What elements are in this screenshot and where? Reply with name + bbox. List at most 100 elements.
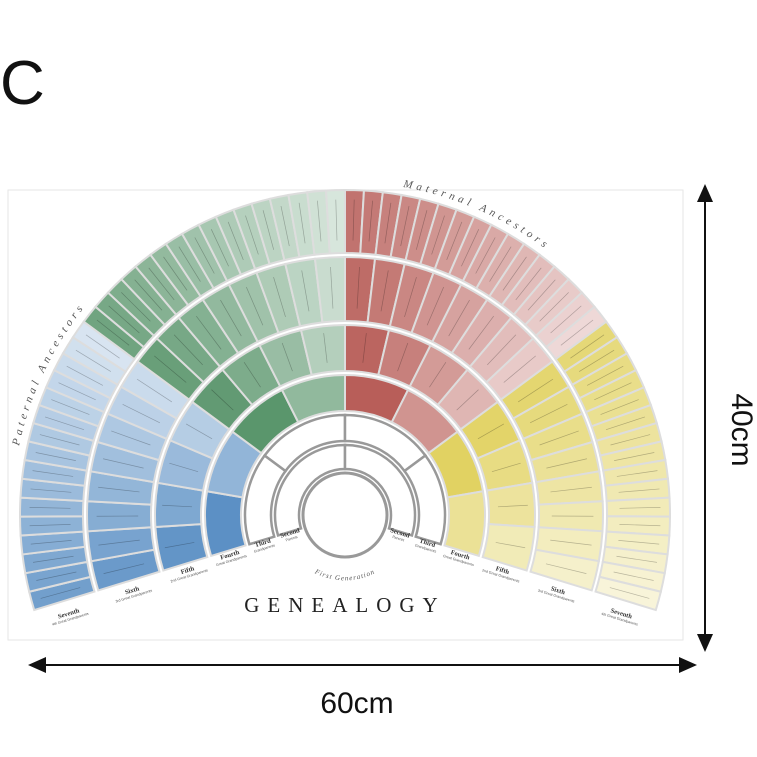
cell-writing-line: [51, 399, 90, 415]
cell-writing-line: [246, 286, 264, 326]
cell-writing-line: [32, 555, 74, 563]
cell-writing-line: [36, 571, 77, 581]
cell-writing-line: [550, 486, 592, 493]
cell-writing-line: [614, 452, 655, 461]
cell-writing-line: [550, 305, 582, 334]
cell-writing-line: [618, 488, 660, 493]
cell-writing-line: [426, 286, 444, 326]
cell-writing-line: [98, 486, 140, 493]
cell-writing-line: [227, 221, 244, 261]
generation-name: Third: [418, 538, 436, 550]
ancestor-cell: [18, 515, 85, 537]
cell-writing-line: [578, 349, 615, 372]
width-label: 60cm: [320, 687, 393, 720]
panel-letter: C: [0, 49, 45, 118]
cell-writing-line: [600, 399, 639, 415]
cell-writing-line: [502, 256, 527, 291]
cell-writing-line: [539, 430, 579, 446]
ancestor-cell: [443, 490, 486, 558]
cell-writing-line: [468, 315, 495, 350]
cell-writing-line: [605, 416, 646, 430]
cell-writing-line: [368, 200, 373, 242]
cell-writing-line: [103, 563, 145, 574]
cell-writing-line: [30, 540, 72, 545]
cell-writing-line: [610, 434, 651, 446]
cell-writing-line: [384, 202, 392, 244]
cell-writing-line: [58, 382, 96, 401]
cell-writing-line: [245, 215, 259, 255]
cell-writing-line: [102, 458, 144, 469]
cell-writing-line: [380, 270, 389, 312]
cell-writing-line: [431, 215, 445, 255]
cell-writing-line: [448, 299, 470, 337]
cell-writing-line: [529, 403, 568, 424]
ancestor-cell: [605, 496, 671, 518]
cell-writing-line: [178, 246, 201, 282]
cell-writing-line: [495, 542, 526, 549]
cell-writing-line: [489, 246, 512, 282]
cell-writing-line: [162, 504, 193, 508]
generation-sub: Parents: [285, 535, 298, 543]
cell-writing-line: [108, 305, 140, 334]
cell-writing-line: [136, 378, 173, 403]
cell-writing-line: [29, 524, 71, 527]
cell-writing-line: [352, 199, 355, 241]
cell-writing-line: [487, 334, 517, 366]
cell-writing-line: [616, 470, 658, 477]
cell-writing-line: [44, 416, 85, 430]
ancestor-cell: [204, 490, 247, 558]
cell-writing-line: [85, 334, 120, 359]
cell-writing-line: [98, 539, 140, 546]
cell-writing-line: [195, 315, 222, 350]
cell-writing-line: [210, 229, 229, 267]
generation-name: Sixth: [124, 585, 140, 596]
cell-writing-line: [163, 256, 188, 291]
cell-writing-line: [539, 292, 569, 322]
generation-sub: Grandparents: [414, 543, 436, 553]
cell-writing-line: [446, 221, 463, 261]
ancestor-cell: [324, 188, 346, 255]
cell-writing-line: [39, 434, 80, 446]
cell-writing-line: [477, 423, 505, 440]
cell-writing-line: [66, 365, 104, 386]
generation-sub: Grandparents: [253, 543, 275, 553]
ancestor-cell: [529, 548, 600, 592]
cell-writing-line: [121, 292, 151, 322]
cell-writing-line: [362, 333, 367, 363]
cell-writing-line: [185, 423, 213, 440]
cell-writing-line: [619, 524, 661, 527]
generation-name: Fifth: [495, 565, 511, 576]
cell-writing-line: [594, 382, 632, 401]
cell-writing-line: [560, 319, 594, 346]
generation-name: Third: [254, 537, 272, 549]
cell-writing-line: [148, 267, 175, 301]
cell-writing-line: [75, 349, 112, 372]
cell-writing-line: [280, 205, 290, 247]
cell-writing-line: [262, 210, 275, 250]
cell-writing-line: [397, 342, 409, 372]
cell-writing-line: [613, 571, 654, 581]
generation-name: Fifth: [180, 565, 196, 576]
cell-writing-line: [475, 237, 496, 274]
cell-writing-line: [429, 362, 447, 388]
cell-writing-line: [527, 279, 556, 311]
height-label: 40cm: [725, 393, 757, 466]
cell-writing-line: [415, 210, 428, 250]
ancestor-cell: [402, 453, 447, 546]
cell-writing-line: [323, 333, 328, 363]
cell-writing-line: [154, 355, 187, 383]
first-generation-cell: [301, 471, 389, 559]
ancestor-cell: [594, 575, 663, 612]
cell-writing-line: [616, 555, 658, 563]
cell-writing-line: [211, 389, 234, 411]
cell-writing-line: [243, 362, 261, 388]
cell-writing-line: [122, 403, 161, 424]
cell-writing-line: [273, 276, 286, 318]
cell-writing-line: [29, 506, 71, 509]
ancestor-cell: [343, 443, 417, 538]
cell-writing-line: [546, 458, 588, 469]
